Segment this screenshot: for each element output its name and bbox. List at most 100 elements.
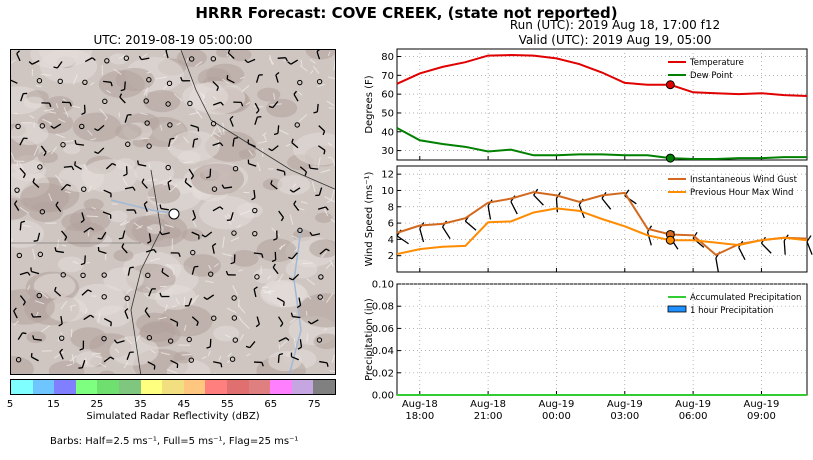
- wind-barb: [119, 96, 126, 104]
- wind-barb: [254, 102, 260, 111]
- terrain-ridge: [146, 226, 153, 230]
- calm-wind-marker: [318, 274, 324, 280]
- terrain-ridge: [210, 127, 217, 137]
- terrain-ridge: [49, 111, 57, 114]
- wind-barb-feather: [64, 236, 68, 241]
- terrain-ridge: [55, 133, 65, 139]
- terrain-map[interactable]: [10, 49, 336, 375]
- terrain-ridge: [240, 319, 250, 329]
- terrain-shade: [99, 370, 115, 374]
- wind-barb-feather: [308, 164, 311, 169]
- wind-barb-feather: [74, 161, 77, 166]
- calm-wind-marker: [167, 122, 173, 128]
- wind-barb-feather: [159, 292, 163, 297]
- colorbar-swatch: [183, 380, 206, 394]
- wind-barb: [63, 165, 72, 168]
- terrain-ridge: [65, 191, 71, 194]
- calm-wind-marker: [254, 274, 260, 280]
- wind-barb: [31, 270, 40, 275]
- wind-barb-feather: [291, 138, 294, 143]
- terrain-shade: [20, 183, 70, 213]
- calm-wind-marker: [36, 292, 42, 299]
- wind-barb: [278, 316, 284, 324]
- terrain-ridge: [278, 128, 289, 136]
- wind-barb: [715, 257, 719, 272]
- wind-barb: [75, 143, 85, 146]
- colorbar-swatch: [291, 380, 314, 394]
- wind-barb: [211, 245, 215, 254]
- y-tick-label: 8: [388, 202, 394, 213]
- wind-barb: [291, 252, 298, 260]
- terrain-ridge: [189, 78, 195, 88]
- terrain-ridge: [169, 184, 178, 193]
- terrain-ridge: [183, 161, 194, 164]
- terrain-shade: [109, 335, 159, 366]
- wind-barb-feather: [94, 151, 99, 155]
- terrain-ridge: [61, 244, 67, 247]
- terrain-ridge: [14, 160, 25, 163]
- wind-barb: [275, 74, 279, 83]
- calm-wind-marker: [211, 315, 217, 321]
- wind-barb-feather: [54, 286, 57, 292]
- terrain-ridge: [212, 96, 217, 100]
- wind-barb: [19, 137, 25, 146]
- wind-barb-feather: [272, 263, 276, 268]
- terrain-ridge: [84, 357, 88, 365]
- y-tick-label: 6: [388, 219, 394, 230]
- calm-wind-marker: [297, 227, 303, 234]
- terrain-shade: [309, 239, 335, 258]
- terrain-ridge: [256, 162, 261, 172]
- wind-barb: [17, 332, 23, 340]
- terrain-ridge: [167, 145, 171, 150]
- wind-barb: [276, 168, 285, 173]
- wind-barb: [212, 206, 221, 212]
- terrain-shade: [98, 70, 145, 99]
- calm-wind-marker: [186, 336, 192, 343]
- terrain-ridge: [289, 214, 294, 225]
- calm-wind-marker: [210, 56, 217, 62]
- terrain-ridge: [238, 269, 243, 272]
- terrain-shade: [297, 293, 335, 328]
- wind-barb: [316, 51, 321, 60]
- terrain-ridge: [90, 137, 97, 141]
- wind-barb-feather: [110, 356, 115, 360]
- terrain-ridge: [72, 74, 78, 85]
- wind-barb-feather: [297, 346, 302, 350]
- wind-barb-feather: [153, 249, 157, 253]
- terrain-ridge: [238, 315, 242, 321]
- wind-barb: [167, 182, 171, 191]
- wind-barb: [97, 124, 105, 132]
- terrain-ridge: [11, 238, 14, 244]
- terrain-ridge: [298, 113, 308, 123]
- terrain-shade: [37, 150, 58, 164]
- calm-wind-marker: [16, 252, 23, 259]
- terrain-ridge: [122, 178, 128, 186]
- terrain-shade: [33, 273, 76, 299]
- terrain-ridge: [183, 324, 187, 331]
- terrain-ridge: [226, 213, 234, 221]
- wind-barb: [271, 145, 279, 152]
- calm-wind-marker: [145, 272, 151, 279]
- wind-barb: [124, 311, 129, 319]
- calm-wind-marker: [102, 98, 108, 105]
- terrain-ridge: [19, 206, 29, 214]
- wind-barb: [190, 124, 199, 129]
- calm-wind-marker: [123, 55, 130, 61]
- colorbar-swatch: [140, 380, 163, 394]
- wind-barb: [138, 163, 147, 167]
- wind-barb-feather: [261, 362, 264, 367]
- wind-barb: [293, 203, 300, 211]
- legend-entry: Instantaneous Wind Gust: [690, 175, 798, 185]
- wind-barb: [143, 204, 148, 212]
- reflectivity-colorbar: [10, 379, 336, 395]
- colorbar-swatch: [162, 380, 184, 394]
- wind-barb: [229, 118, 234, 127]
- wind-barb-feather: [89, 227, 95, 231]
- calm-wind-marker: [231, 315, 238, 321]
- wind-barb-feather: [290, 312, 294, 317]
- wind-barb-feather: [144, 307, 148, 312]
- wind-barb-feather: [229, 115, 234, 120]
- terrain-shade: [205, 131, 257, 162]
- terrain-ridge: [118, 55, 125, 59]
